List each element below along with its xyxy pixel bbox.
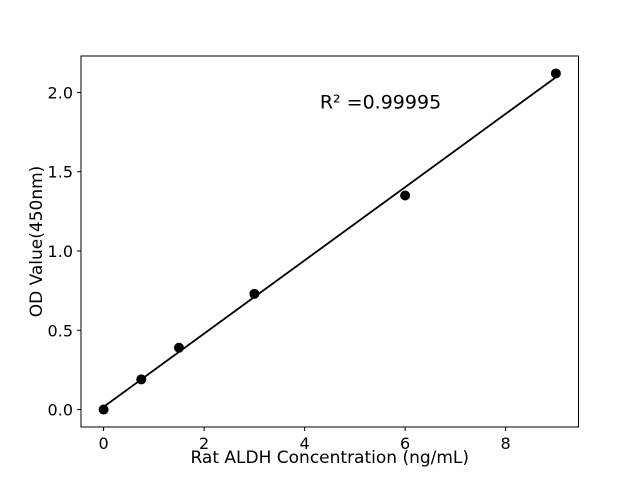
y-tick-label: 0.5 [48,321,73,340]
x-tick-label: 4 [300,434,310,453]
y-tick-label: 1.0 [48,242,73,261]
x-axis-label: Rat ALDH Concentration (ng/mL) [190,448,469,468]
plot-border [80,55,579,428]
x-tick-label: 2 [199,434,209,453]
y-axis-label: OD Value(450nm) [27,166,47,318]
r-squared-annotation: R² =0.99995 [320,91,441,113]
data-point [249,288,260,299]
x-tick-label: 6 [400,434,410,453]
data-point [550,68,561,79]
y-tick-label: 1.5 [48,163,73,182]
data-point [400,190,411,201]
x-tick-label: 8 [501,434,511,453]
y-tick-label: 2.0 [48,83,73,102]
y-tick-label: 0.0 [48,401,73,420]
data-point [136,374,147,385]
x-tick-label: 0 [99,434,109,453]
data-point [173,342,184,353]
data-point [98,404,109,415]
